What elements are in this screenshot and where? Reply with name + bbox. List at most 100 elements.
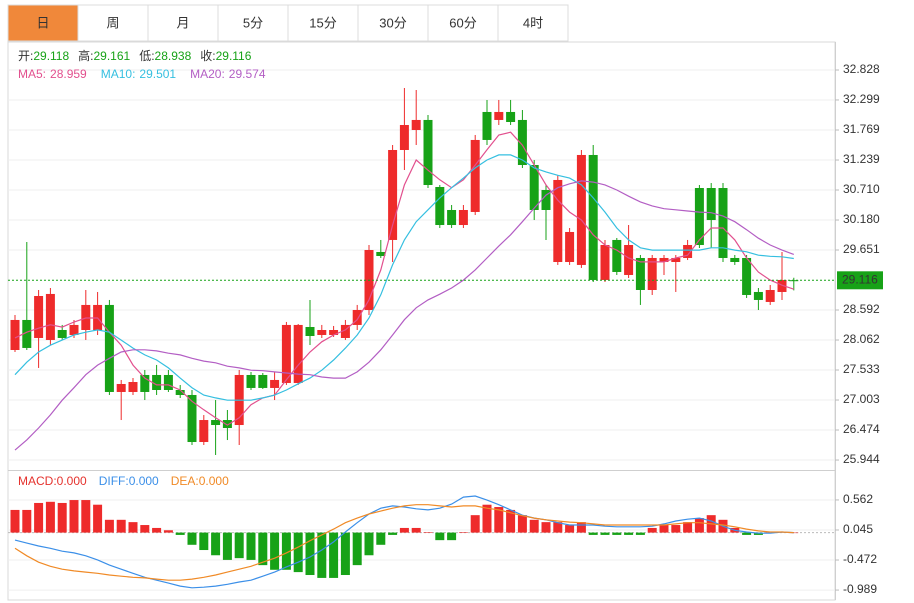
y-tick-label: 30.710 (843, 182, 880, 196)
candle-body (10, 319, 20, 350)
tab[interactable]: 4时 (497, 4, 569, 42)
macd-bar (317, 532, 327, 578)
macd-bar (222, 532, 232, 560)
candle-body (647, 257, 657, 290)
y-tick-label: -0.472 (843, 552, 877, 566)
macd-bar (187, 532, 197, 545)
ohlc-value: 28.938 (155, 49, 192, 63)
tab-background (427, 4, 499, 42)
ohlc-value: 29.161 (94, 49, 131, 63)
macd-bar (435, 532, 445, 541)
ma-line (14, 154, 794, 401)
candle-body (376, 251, 386, 256)
macd-bar (116, 519, 126, 533)
macd-bar (388, 532, 398, 535)
candle-body (588, 154, 598, 280)
macd-bar (671, 525, 681, 533)
y-tick-label: 27.533 (843, 362, 880, 376)
candle-body (329, 329, 339, 335)
candle-body (317, 329, 327, 335)
tab-label: 5分 (243, 15, 263, 30)
macd-line (14, 504, 794, 581)
y-tick-label: 32.828 (843, 62, 880, 76)
tab-background (287, 4, 359, 42)
tab-label: 30分 (379, 15, 406, 30)
candle-body (718, 188, 728, 258)
macd-bar (517, 515, 527, 533)
legend-value: 0.000 (57, 474, 87, 488)
tab-background (497, 4, 569, 42)
candle-body (753, 291, 763, 300)
tab-background (357, 4, 429, 42)
y-tick-label: -0.989 (843, 582, 877, 596)
macd-bar (128, 522, 138, 533)
tab[interactable]: 月 (147, 4, 219, 42)
macd-bar (376, 532, 386, 545)
macd-bar (281, 532, 291, 570)
macd-bar (458, 532, 468, 533)
y-tick-label: 32.299 (843, 92, 880, 106)
ohlc-label: 低: (139, 49, 154, 63)
macd-bar (576, 522, 586, 533)
y-tick-label: 30.180 (843, 212, 880, 226)
tab[interactable]: 15分 (287, 4, 359, 42)
candle-body (742, 257, 752, 295)
candle-body (246, 374, 256, 388)
candle-body (293, 324, 303, 383)
tab[interactable]: 30分 (357, 4, 429, 42)
candle-body (683, 245, 693, 258)
y-tick-label: 31.239 (843, 152, 880, 166)
macd-bar (10, 509, 20, 533)
y-tick-label: 28.062 (843, 332, 880, 346)
y-tick-label: 31.769 (843, 122, 880, 136)
candle-body (553, 179, 563, 263)
candle-body (270, 379, 280, 388)
macd-bar (211, 532, 221, 556)
y-tick-label: 0.562 (843, 492, 873, 506)
candle-body (104, 304, 114, 392)
macd-bar (152, 527, 162, 533)
tab[interactable]: 5分 (217, 4, 289, 42)
macd-legend: MACD:0.000 DIFF:0.000 DEA:0.000 (18, 474, 229, 488)
macd-bar (683, 522, 693, 533)
candle-body (482, 111, 492, 140)
y-tick-label: 26.474 (843, 422, 880, 436)
macd-bar (482, 504, 492, 533)
macd-bar (742, 532, 752, 535)
tab[interactable]: 60分 (427, 4, 499, 42)
y-tick-label: 25.944 (843, 452, 880, 466)
tab-label: 月 (176, 15, 189, 30)
macd-bar (258, 532, 268, 566)
macd-bar (175, 532, 185, 535)
ohlc-label: 开: (18, 49, 33, 63)
candle-body (340, 324, 350, 338)
macd-bar (199, 532, 209, 551)
last-price-label: 29.116 (842, 272, 878, 286)
candle-body (541, 189, 551, 210)
candle-body (624, 245, 634, 275)
candle-body (305, 326, 315, 337)
macd-bar (364, 532, 374, 556)
tab-background (217, 4, 289, 42)
candle-body (612, 239, 622, 272)
candle-body (211, 420, 221, 426)
candle-body (517, 119, 527, 166)
candle-body (175, 389, 185, 395)
candle-body (152, 374, 162, 390)
macd-bar (246, 532, 256, 560)
macd-bar (447, 532, 457, 541)
ohlc-label: 高: (78, 48, 93, 63)
macd-bar (329, 532, 339, 578)
tab[interactable]: 日 (7, 4, 79, 42)
tab[interactable]: 周 (77, 4, 149, 42)
candle-body (411, 119, 421, 130)
candle-body (635, 257, 645, 290)
legend-value: 29.574 (229, 67, 266, 81)
candle-body (163, 374, 173, 390)
legend-name: DEA: (171, 474, 199, 488)
macd-bar (293, 532, 303, 573)
candle-body (423, 119, 433, 186)
macd-bar (423, 532, 433, 533)
ma-line (14, 180, 795, 451)
candle-body (435, 186, 445, 226)
